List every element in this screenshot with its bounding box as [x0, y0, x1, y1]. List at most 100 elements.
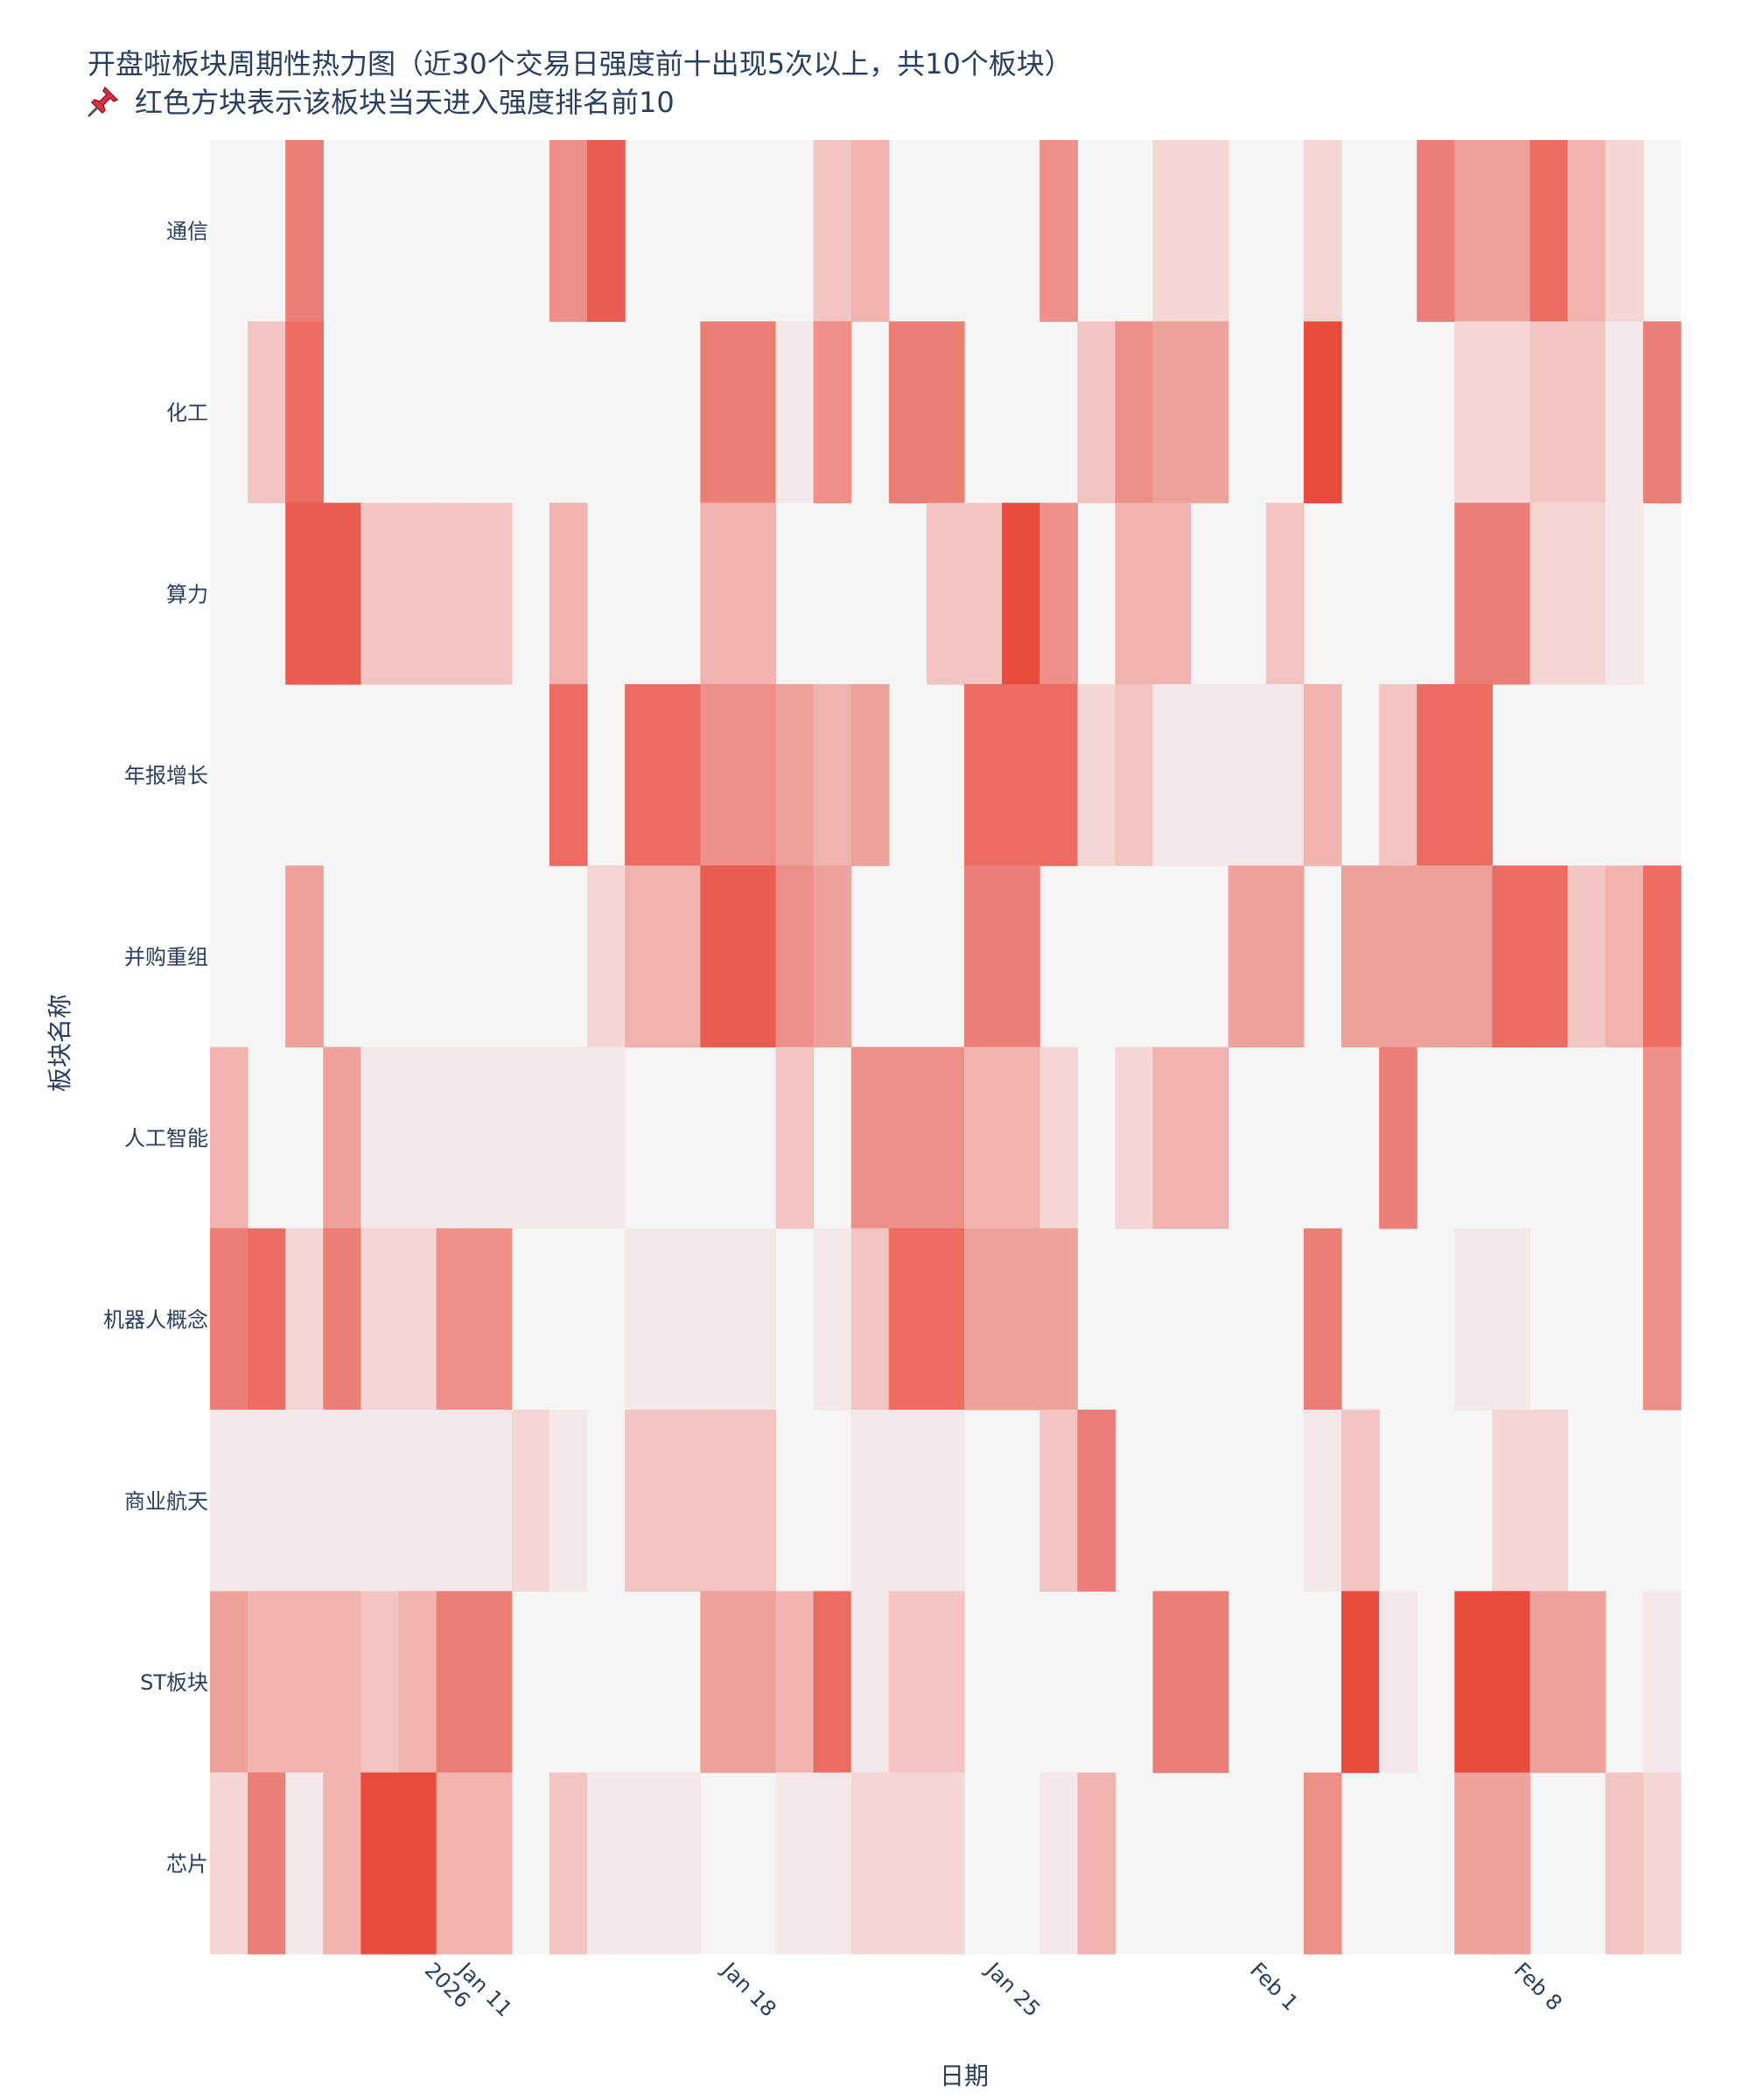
heatmap-cell: [285, 140, 324, 322]
y-tick-label: 算力: [166, 582, 208, 606]
heatmap-cell: [775, 1772, 815, 1955]
heatmap-cell: [1002, 865, 1040, 1048]
heatmap-cell: [625, 1410, 663, 1592]
heatmap-cell: [1379, 1591, 1418, 1774]
heatmap-cell: [360, 1228, 400, 1410]
heatmap-cell: [1303, 1772, 1342, 1955]
heatmap-cell: [1642, 865, 1682, 1048]
heatmap-cell: [888, 1591, 928, 1774]
heatmap-cell: [1530, 502, 1569, 685]
x-axis-title: 日期: [940, 2062, 989, 2090]
heatmap-cell: [1379, 1046, 1418, 1229]
heatmap-cell: [248, 1772, 286, 1955]
heatmap-cell: [436, 1772, 475, 1955]
heatmap-cell: [398, 1228, 438, 1410]
heatmap-cell: [1530, 140, 1569, 322]
heatmap-cell: [813, 1772, 852, 1955]
heatmap-cell: [549, 502, 588, 685]
chart-subtitle-text: 红色方块表示该板块当天进入强度排名前10: [135, 86, 675, 119]
x-tick-label: Jan 25: [980, 1956, 1045, 2021]
heatmap-cell: [775, 865, 815, 1048]
heatmap-cell: [1190, 321, 1229, 504]
heatmap-cell: [1379, 683, 1418, 866]
y-tick-label: 商业航天: [124, 1489, 208, 1514]
heatmap-cell: [1190, 1591, 1229, 1774]
heatmap-cell: [549, 1046, 588, 1229]
heatmap-cell: [1303, 683, 1342, 866]
heatmap-cell: [473, 502, 513, 685]
heatmap-cell: [285, 1228, 324, 1410]
heatmap-cell: [360, 1046, 400, 1229]
heatmap-cell: [888, 1046, 928, 1229]
heatmap-cell: [813, 865, 852, 1048]
heatmap-cell: [285, 321, 324, 504]
heatmap-cell: [1492, 1228, 1531, 1410]
heatmap-cell: [398, 1046, 438, 1229]
pushpin-icon: [88, 86, 119, 117]
heatmap-cell: [323, 1046, 361, 1229]
heatmap-cell: [1492, 321, 1531, 504]
heatmap-cell: [1567, 321, 1606, 504]
heatmap-cell: [285, 865, 324, 1048]
heatmap-cell: [1115, 321, 1154, 504]
heatmap-cell: [1454, 1228, 1493, 1410]
heatmap-cell: [964, 1046, 1003, 1229]
heatmap-cell: [587, 1046, 626, 1229]
heatmap-cell: [323, 1228, 361, 1410]
heatmap-cell: [926, 1046, 965, 1229]
heatmap-cell: [1605, 140, 1644, 322]
heatmap-cell: [1040, 140, 1078, 322]
heatmap-cell: [1190, 683, 1229, 866]
heatmap-cell: [511, 1410, 550, 1592]
heatmap-cell: [625, 1772, 663, 1955]
heatmap-cell: [1454, 502, 1493, 685]
heatmap-cell: [1642, 1772, 1682, 1955]
heatmap-cell: [1379, 865, 1418, 1048]
heatmap-cell: [285, 1591, 324, 1774]
heatmap-cell: [1152, 683, 1192, 866]
heatmap-cell: [1303, 1410, 1342, 1592]
heatmap-cells: [210, 140, 1682, 1955]
heatmap-cell: [1605, 1772, 1644, 1955]
heatmap-cell: [738, 321, 777, 504]
heatmap-cell: [360, 1591, 400, 1774]
y-tick-label: ST板块: [140, 1670, 208, 1695]
heatmap-cell: [850, 1046, 890, 1229]
heatmap-cell: [248, 1410, 286, 1592]
heatmap-cell: [888, 321, 928, 504]
heatmap-cell: [323, 1410, 361, 1592]
heatmap-cell: [210, 1046, 248, 1229]
heatmap-cell: [1303, 140, 1342, 322]
heatmap-cell: [1077, 1410, 1116, 1592]
heatmap-cell: [738, 865, 777, 1048]
chart-title-text: 开盘啦板块周期性热力图（近30个交易日强度前十出现5次以上，共10个板块）: [88, 47, 1073, 80]
heatmap-cell: [813, 321, 852, 504]
chart-subtitle: 红色方块表示该板块当天进入强度排名前10: [88, 80, 675, 121]
heatmap-cell: [549, 1772, 588, 1955]
heatmap-cell: [1642, 1046, 1682, 1229]
heatmap-cell: [700, 502, 738, 685]
heatmap-cell: [964, 502, 1003, 685]
heatmap-cell: [738, 502, 777, 685]
heatmap-cell: [738, 683, 777, 866]
heatmap-cell: [1077, 321, 1116, 504]
heatmap-cell: [587, 865, 626, 1048]
heatmap-cell: [700, 321, 738, 504]
heatmap-cell: [926, 1410, 965, 1592]
heatmap-cell: [1530, 1410, 1569, 1592]
heatmap-cell: [926, 1772, 965, 1955]
heatmap-cell: [850, 683, 890, 866]
heatmap-cell: [850, 1410, 890, 1592]
x-tick-label: Feb 1: [1245, 1957, 1303, 2015]
heatmap-cell: [813, 1228, 852, 1410]
heatmap-cell: [549, 140, 588, 322]
heatmap-cell: [1002, 502, 1040, 685]
heatmap-cell: [625, 1228, 663, 1410]
y-tick-label: 芯片: [166, 1852, 208, 1876]
heatmap-cell: [473, 1046, 513, 1229]
heatmap-cell: [625, 865, 663, 1048]
